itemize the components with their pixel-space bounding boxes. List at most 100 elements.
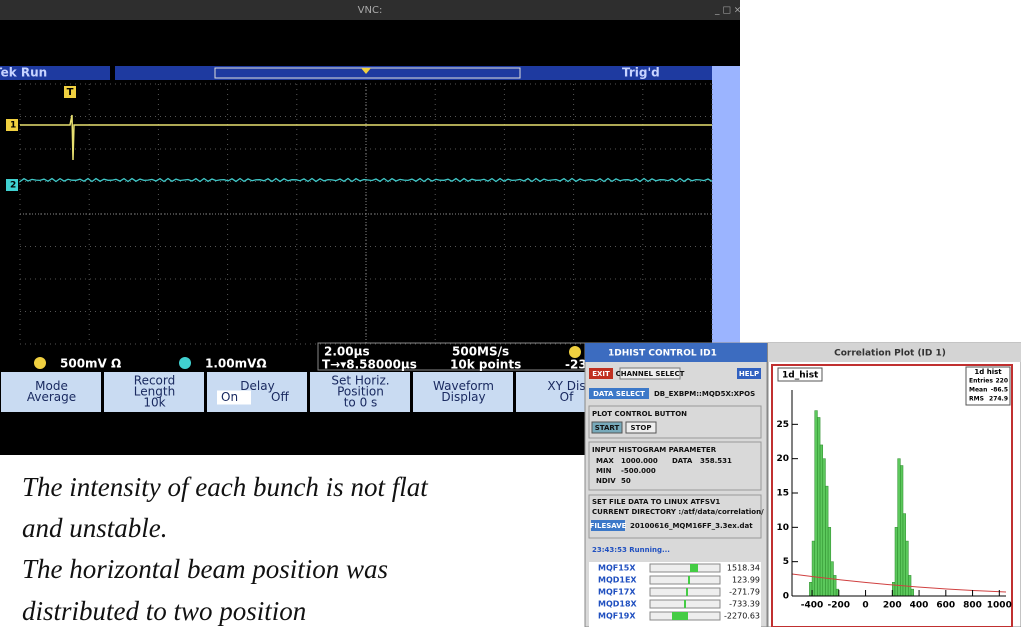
x-tick-label: 600 bbox=[936, 601, 955, 611]
device-indicator bbox=[690, 564, 698, 572]
menu-value: Average bbox=[27, 390, 76, 404]
y-tick-label: 10 bbox=[776, 523, 789, 533]
device-list: MQF15X1518.34MQD1EX123.99MQF17X-271.79MQ… bbox=[589, 562, 761, 627]
exit-label: EXIT bbox=[592, 370, 610, 378]
menu-value: 10k bbox=[143, 396, 165, 410]
bar bbox=[908, 575, 911, 596]
y-tick-label: 0 bbox=[783, 592, 789, 602]
trigger-level: -23 bbox=[565, 358, 587, 372]
graticule bbox=[20, 68, 712, 344]
bar bbox=[812, 541, 815, 596]
device-indicator bbox=[686, 588, 688, 596]
run-status: 23:43:53 Running... bbox=[592, 546, 670, 554]
y-tick-label: 20 bbox=[776, 454, 789, 464]
device-value: -733.39 bbox=[729, 600, 760, 609]
ndiv-value[interactable]: 50 bbox=[621, 477, 631, 485]
filesave-label: FILESAVE bbox=[590, 522, 627, 530]
window-controls[interactable]: _ □ × bbox=[714, 6, 741, 16]
max-label: MAX bbox=[596, 457, 614, 465]
ch2-marker: 2 bbox=[10, 181, 16, 191]
plot-title: Correlation Plot (ID 1) bbox=[834, 349, 946, 359]
device-value: 123.99 bbox=[732, 576, 760, 585]
filename[interactable]: 20100616_MQM16FF_3.3ex.dat bbox=[630, 522, 753, 530]
device-bar bbox=[650, 564, 720, 572]
bar bbox=[817, 417, 820, 596]
slide-text: distributed to two position bbox=[22, 596, 306, 626]
stat-label: RMS bbox=[969, 396, 984, 403]
stat-label: Mean bbox=[969, 387, 987, 394]
file-heading: SET FILE DATA TO LINUX ATFSV1 bbox=[592, 498, 720, 506]
device-indicator bbox=[688, 576, 690, 584]
device-indicator bbox=[672, 612, 688, 620]
menu-value: Of bbox=[560, 390, 574, 404]
ch1-scale: 500mV Ω bbox=[60, 357, 121, 371]
stat-label: Entries bbox=[969, 378, 993, 385]
bar bbox=[900, 466, 903, 596]
data-select-label: DATA SELECT bbox=[593, 390, 645, 398]
screen: VNC: _ □ × Tek Run Trig'd T 1 2 500mV Ω … bbox=[0, 0, 1021, 627]
device-name: MQD1EX bbox=[598, 576, 637, 585]
stat-value: 274.9 bbox=[989, 396, 1008, 403]
min-label: MIN bbox=[596, 467, 612, 475]
channel-select-label: CHANNEL SELECT bbox=[616, 370, 685, 378]
x-tick-label: 200 bbox=[883, 601, 902, 611]
record-length: 10k points bbox=[450, 358, 521, 372]
stats-title: 1d hist bbox=[974, 368, 1002, 376]
ch1-marker: 1 bbox=[10, 121, 16, 131]
menu-label: to 0 s bbox=[344, 396, 378, 410]
max-value[interactable]: 1000.000 bbox=[621, 457, 658, 465]
slide-text: The intensity of each bunch is not flat bbox=[22, 472, 429, 502]
slide-text: and unstable. bbox=[22, 513, 168, 543]
device-name: MQF17X bbox=[598, 588, 636, 597]
x-tick-label: -200 bbox=[828, 601, 851, 611]
device-value: -271.79 bbox=[729, 588, 760, 597]
hist-label: 1d_hist bbox=[782, 371, 819, 381]
stat-value: 220 bbox=[995, 378, 1008, 385]
directory: CURRENT DIRECTORY :/atf/data/correlation… bbox=[592, 508, 764, 516]
bar bbox=[825, 486, 828, 596]
device-value: 1518.34 bbox=[727, 564, 760, 573]
screenshot: VNC: _ □ × Tek Run Trig'd T 1 2 500mV Ω … bbox=[0, 0, 1021, 627]
device-bar bbox=[650, 588, 720, 596]
bar bbox=[906, 541, 909, 596]
data-value: 358.531 bbox=[700, 457, 732, 465]
device-value: -2270.63 bbox=[724, 612, 760, 621]
device-name: MQD18X bbox=[598, 600, 638, 609]
side-bar bbox=[712, 66, 740, 366]
ndiv-label: NDIV bbox=[596, 477, 616, 485]
help-label: HELP bbox=[739, 370, 759, 378]
x-tick-label: 0 bbox=[862, 601, 868, 611]
trig-badge bbox=[569, 346, 581, 358]
delay: T→▾8.58000µs bbox=[322, 358, 417, 372]
y-tick-label: 15 bbox=[776, 489, 789, 499]
stat-value: -86.5 bbox=[991, 387, 1008, 394]
slide-text: The horizontal beam position was bbox=[22, 554, 388, 584]
bar bbox=[898, 459, 901, 596]
trigger-marker: T bbox=[67, 87, 74, 98]
device-bar bbox=[650, 576, 720, 584]
trigger-state: Trig'd bbox=[622, 66, 660, 80]
bar bbox=[833, 575, 836, 596]
device-name: MQF19X bbox=[598, 612, 636, 621]
param-heading: INPUT HISTOGRAM PARAMETER bbox=[592, 446, 717, 454]
x-tick-label: 800 bbox=[963, 601, 982, 611]
run-status: Tek Run bbox=[0, 66, 47, 80]
window-title: VNC: bbox=[358, 5, 383, 16]
menu-option[interactable]: Off bbox=[271, 390, 289, 404]
ch1-badge bbox=[34, 357, 46, 369]
min-value[interactable]: -500.000 bbox=[621, 467, 656, 475]
menu-option[interactable]: On bbox=[221, 390, 238, 404]
bar bbox=[911, 589, 914, 596]
y-tick-label: 25 bbox=[776, 420, 789, 430]
menu-label: Display bbox=[441, 390, 485, 404]
x-tick-label: 1000 bbox=[987, 601, 1012, 611]
y-tick-label: 5 bbox=[783, 557, 789, 567]
x-tick-label: -400 bbox=[801, 601, 824, 611]
data-label: DATA bbox=[672, 457, 693, 465]
start-label: START bbox=[595, 424, 620, 432]
bar bbox=[823, 459, 826, 596]
device-indicator bbox=[684, 600, 686, 608]
bar bbox=[820, 445, 823, 596]
x-tick-label: 400 bbox=[910, 601, 929, 611]
bar bbox=[828, 527, 831, 596]
